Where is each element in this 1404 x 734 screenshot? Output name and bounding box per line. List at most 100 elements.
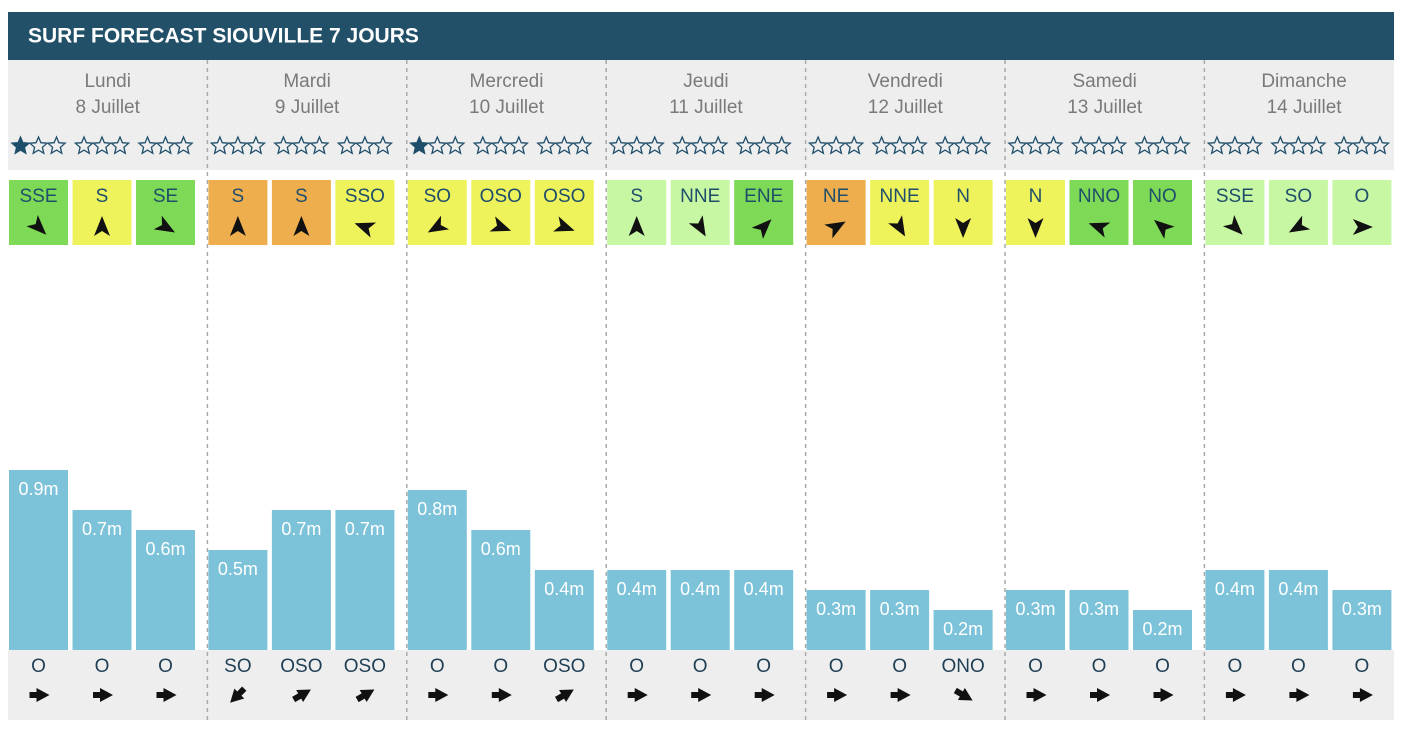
- day-date: 9 Juillet: [275, 97, 340, 118]
- star: [109, 135, 131, 155]
- wind-box: [208, 180, 268, 245]
- wind-arrow: [628, 216, 645, 236]
- star: [1070, 135, 1092, 155]
- wave-label: 0.7m: [281, 519, 321, 539]
- wave-label: 0.2m: [943, 619, 983, 639]
- wave-bar: [607, 570, 667, 650]
- day-name: Lundi: [84, 71, 131, 92]
- swell-arrow: [1352, 688, 1373, 702]
- star: [1224, 135, 1246, 155]
- star: [608, 135, 629, 155]
- wave-label: 0.4m: [617, 579, 657, 599]
- swell-direction: O: [1028, 656, 1043, 677]
- swell-arrow: [953, 687, 973, 701]
- star-rating: [409, 135, 466, 155]
- wind-direction: N: [1029, 186, 1043, 207]
- swell-direction: O: [756, 656, 771, 677]
- swell-arrow: [156, 688, 177, 702]
- wind-box: [870, 180, 930, 245]
- wave-label: 0.8m: [417, 499, 457, 519]
- star: [309, 135, 330, 155]
- wind-box: [1332, 180, 1392, 245]
- star: [1288, 135, 1309, 155]
- day-name: Mardi: [283, 71, 331, 92]
- star: [1043, 135, 1064, 155]
- swell-arrow: [355, 689, 375, 703]
- wind-direction: S: [232, 186, 245, 207]
- star: [1369, 135, 1391, 155]
- wind-box: [136, 180, 195, 245]
- wind-box: [670, 180, 730, 245]
- wave-bar: [1268, 570, 1328, 650]
- star: [91, 135, 113, 155]
- star: [490, 135, 511, 155]
- star: [735, 135, 756, 155]
- wind-arrow: [94, 216, 110, 236]
- star: [472, 135, 493, 155]
- swell-arrow: [1153, 688, 1174, 702]
- swell-direction: SO: [224, 656, 251, 677]
- star: [1007, 135, 1028, 155]
- wave-label: 0.5m: [218, 559, 258, 579]
- star: [536, 135, 557, 155]
- wave-label: 0.4m: [544, 579, 584, 599]
- star-rating: [1007, 135, 1064, 155]
- swell-direction: O: [629, 656, 644, 677]
- star: [372, 135, 394, 155]
- wind-box: [271, 180, 331, 245]
- wave-bar: [734, 570, 794, 650]
- star: [28, 135, 49, 155]
- star-rating: [1070, 135, 1128, 155]
- wave-label: 0.7m: [82, 519, 122, 539]
- star-rating: [1206, 135, 1264, 155]
- wind-direction: O: [1355, 186, 1370, 207]
- star: [626, 135, 647, 155]
- wave-label: 0.3m: [1079, 599, 1119, 619]
- star: [1088, 135, 1110, 155]
- wind-arrow: [824, 221, 846, 239]
- day-name: Mercredi: [470, 71, 544, 92]
- wind-box: [72, 180, 132, 245]
- star: [843, 135, 865, 155]
- star: [572, 135, 593, 155]
- wind-arrow: [489, 216, 512, 232]
- wind-box: [534, 180, 594, 245]
- header-title: SURF FORECAST SIOUVILLE 7 JOURS: [28, 25, 419, 48]
- swell-direction: O: [829, 656, 844, 677]
- swell-arrow: [890, 688, 911, 702]
- star: [1025, 135, 1046, 155]
- swell-direction: O: [1228, 656, 1243, 677]
- star: [173, 135, 194, 155]
- wind-arrow: [1088, 222, 1111, 238]
- wind-arrow: [751, 219, 772, 240]
- star: [825, 135, 847, 155]
- swell-direction: O: [1355, 656, 1370, 677]
- star: [209, 135, 231, 155]
- swell-direction: ONO: [941, 656, 984, 677]
- wind-direction: SO: [1285, 186, 1312, 207]
- wave-label: 0.3m: [880, 599, 920, 619]
- wind-direction: SSE: [1216, 186, 1254, 207]
- wave-label: 0.3m: [816, 599, 856, 619]
- star: [970, 135, 992, 155]
- star-rating: [536, 135, 593, 155]
- wind-arrow: [1027, 218, 1044, 238]
- star: [1134, 135, 1155, 155]
- swell-direction: O: [1291, 656, 1306, 677]
- swell-direction: OSO: [344, 656, 386, 677]
- wind-arrow: [229, 216, 246, 236]
- swell-direction: O: [95, 656, 110, 677]
- wind-arrow: [1352, 219, 1373, 235]
- wind-direction: NNO: [1078, 186, 1120, 207]
- wave-bar: [271, 510, 331, 650]
- swell-arrow: [754, 688, 775, 702]
- wave-bar: [670, 570, 730, 650]
- star: [1333, 135, 1355, 155]
- star-rating: [1134, 135, 1191, 155]
- swell-arrow: [491, 688, 512, 702]
- star-rating: [472, 135, 529, 155]
- wave-label: 0.3m: [1342, 599, 1382, 619]
- star: [934, 135, 956, 155]
